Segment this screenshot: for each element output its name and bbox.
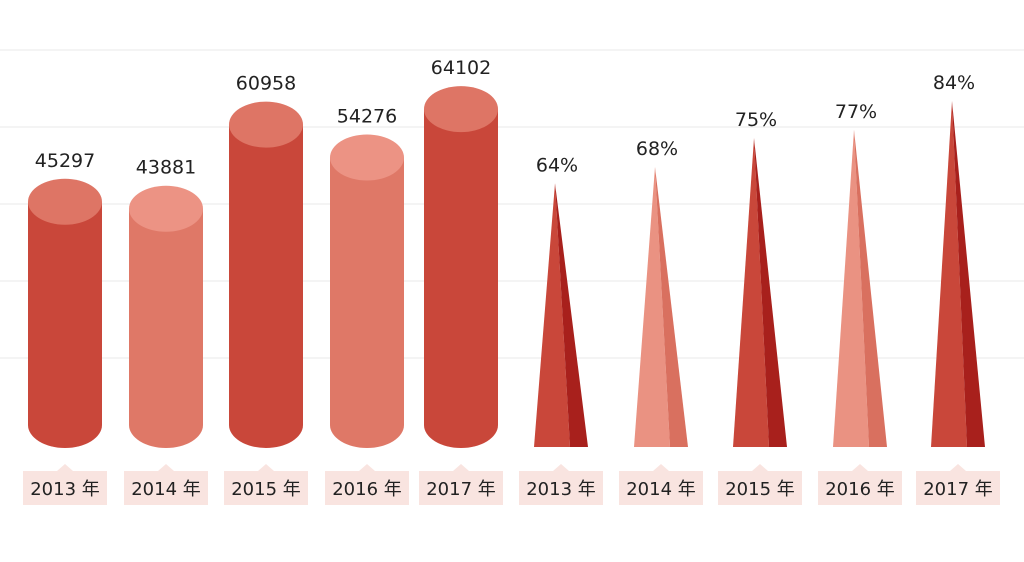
category-label-text: 2013 年 bbox=[30, 479, 100, 500]
cone-bar bbox=[634, 166, 688, 447]
category-label-text: 2016 年 bbox=[825, 479, 895, 500]
data-label: 43881 bbox=[136, 157, 196, 179]
category-label: 2014 年 bbox=[619, 464, 703, 505]
cylinder-top bbox=[424, 86, 498, 133]
category-label-box bbox=[818, 464, 902, 505]
category-label-text: 2013 年 bbox=[526, 479, 596, 500]
cone-bar-chart: 64% 2013 年 68% 2014 年 75% 2015 年 77% 2016 年 84% 2… bbox=[519, 72, 1000, 505]
data-label: 64% bbox=[536, 154, 578, 176]
category-label-text: 2015 年 bbox=[231, 479, 301, 500]
category-label-text: 2017 年 bbox=[923, 479, 993, 500]
category-label: 2017 年 bbox=[916, 464, 1000, 505]
cone-face bbox=[931, 100, 967, 448]
cylinder-top bbox=[129, 185, 203, 232]
data-label: 68% bbox=[636, 138, 678, 160]
category-label-box bbox=[519, 464, 603, 505]
cone-face bbox=[733, 138, 769, 447]
cone-side bbox=[854, 129, 887, 447]
category-label-box bbox=[124, 464, 208, 505]
cone-bar bbox=[534, 183, 588, 447]
category-label-box bbox=[718, 464, 802, 505]
category-label-box bbox=[23, 464, 107, 505]
data-label: 60958 bbox=[236, 73, 296, 95]
cylinder-bar bbox=[129, 185, 203, 448]
cone-side bbox=[952, 100, 985, 448]
category-label-box bbox=[419, 464, 503, 505]
cone-face bbox=[634, 166, 670, 447]
category-label-text: 2017 年 bbox=[426, 479, 496, 500]
category-label: 2013 年 bbox=[23, 464, 107, 505]
category-label: 2015 年 bbox=[718, 464, 802, 505]
cone-face bbox=[833, 129, 869, 447]
cylinder-bar bbox=[28, 178, 102, 448]
category-label-text: 2016 年 bbox=[332, 479, 402, 500]
category-label: 2016 年 bbox=[325, 464, 409, 505]
data-label: 54276 bbox=[337, 105, 397, 127]
data-label: 75% bbox=[735, 109, 777, 131]
data-label: 77% bbox=[835, 101, 877, 123]
category-label: 2013 年 bbox=[519, 464, 603, 505]
category-label-box bbox=[916, 464, 1000, 505]
cylinder-body bbox=[424, 109, 498, 448]
data-label: 45297 bbox=[35, 150, 95, 172]
cylinder-top bbox=[229, 101, 303, 148]
cylinder-bar-chart: 45297 2013 年 43881 2014 年 60958 2015 年 54276 20… bbox=[23, 57, 503, 505]
cone-side bbox=[754, 138, 787, 447]
data-label: 84% bbox=[933, 72, 975, 94]
category-label: 2016 年 bbox=[818, 464, 902, 505]
category-label-box bbox=[619, 464, 703, 505]
cylinder-body bbox=[330, 157, 404, 448]
cone-bar bbox=[931, 100, 985, 448]
cylinder-bar bbox=[424, 86, 498, 448]
category-label: 2014 年 bbox=[124, 464, 208, 505]
cylinder-bar bbox=[229, 101, 303, 448]
cylinder-top bbox=[28, 178, 102, 225]
cylinder-bar bbox=[330, 134, 404, 448]
category-label-box bbox=[325, 464, 409, 505]
category-label-text: 2014 年 bbox=[626, 479, 696, 500]
category-label-box bbox=[224, 464, 308, 505]
cone-bar bbox=[833, 129, 887, 447]
category-label-text: 2014 年 bbox=[131, 479, 201, 500]
category-label: 2015 年 bbox=[224, 464, 308, 505]
category-label: 2017 年 bbox=[419, 464, 503, 505]
cone-bar bbox=[733, 138, 787, 447]
category-label-text: 2015 年 bbox=[725, 479, 795, 500]
cone-side bbox=[655, 166, 688, 447]
cylinder-body bbox=[229, 124, 303, 448]
cylinder-body bbox=[28, 201, 102, 448]
data-label: 64102 bbox=[431, 57, 491, 79]
cylinder-top bbox=[330, 134, 404, 181]
cone-face bbox=[534, 183, 570, 447]
cylinder-body bbox=[129, 208, 203, 448]
cone-side bbox=[555, 183, 588, 447]
